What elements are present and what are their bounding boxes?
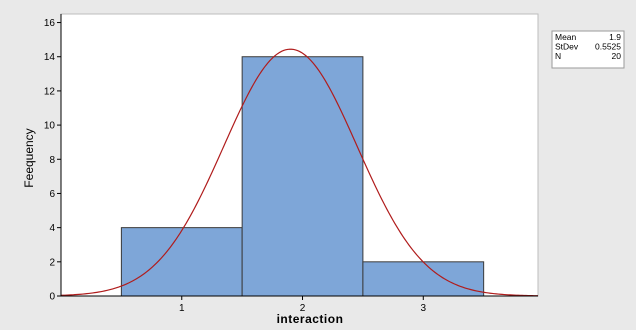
bars-layer <box>120 56 485 297</box>
y-tick-label: 14 <box>44 52 56 63</box>
y-axis-title: Feequency <box>22 128 36 187</box>
stats-legend: Mean 1.9 StDev 0.5525 N 20 <box>551 30 625 69</box>
x-tick-label: 1 <box>179 303 185 314</box>
stats-label-mean: Mean <box>555 32 577 42</box>
stats-value-stdev: 0.5525 <box>595 42 621 52</box>
y-tick-label: 12 <box>44 86 56 97</box>
stats-label-n: N <box>555 51 561 61</box>
histogram-bar-2 <box>241 56 364 297</box>
normal-fit-curve <box>60 48 539 297</box>
y-tick-label: 8 <box>49 155 55 166</box>
x-axis-ticks: 1 2 3 <box>179 296 426 314</box>
stats-value-mean: 1.9 <box>609 32 621 42</box>
x-axis-title: interaction <box>277 312 344 326</box>
histogram-bar-3 <box>362 261 485 297</box>
y-axis-ticks: 0 2 4 6 8 10 12 14 16 <box>44 18 61 303</box>
stats-legend-box <box>551 30 625 69</box>
y-tick-label: 2 <box>49 257 55 268</box>
histogram-bar-1 <box>120 227 243 297</box>
stats-label-stdev: StDev <box>555 42 579 52</box>
x-tick-label: 2 <box>300 303 306 314</box>
y-tick-label: 4 <box>49 223 55 234</box>
y-tick-label: 16 <box>44 18 56 29</box>
x-tick-label: 3 <box>420 303 426 314</box>
y-tick-label: 10 <box>44 121 56 132</box>
y-tick-label: 6 <box>49 189 55 200</box>
stats-value-n: 20 <box>612 51 622 61</box>
y-tick-label: 0 <box>49 292 55 303</box>
